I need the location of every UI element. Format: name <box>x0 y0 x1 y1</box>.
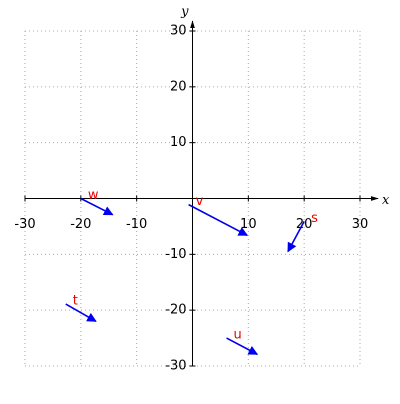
x-tick-label: -30 <box>14 217 35 232</box>
x-tick-label: -20 <box>70 217 91 232</box>
vector-label: w <box>88 188 99 203</box>
y-tick-label: 10 <box>170 135 187 150</box>
y-tick-label: 30 <box>170 24 187 39</box>
vector-label: s <box>311 211 318 226</box>
vector-arrow <box>80 197 114 216</box>
vector-arrow <box>287 221 305 253</box>
vector-label: u <box>234 328 242 343</box>
x-tick-label: 20 <box>296 217 313 232</box>
vector-label: v <box>196 194 204 209</box>
x-axis-label: x <box>382 193 390 208</box>
y-axis-label: y <box>180 5 189 20</box>
vector-label: t <box>73 294 78 309</box>
y-tick-label: -30 <box>165 359 186 374</box>
y-tick-label: 20 <box>170 79 187 94</box>
x-tick-label: 10 <box>240 217 257 232</box>
vector-arrow <box>226 337 259 355</box>
y-tick-label: -10 <box>165 247 186 262</box>
vector-arrow <box>188 203 249 237</box>
x-tick-label: -10 <box>126 217 147 232</box>
vector-arrow <box>65 303 97 323</box>
y-tick-label: -20 <box>165 303 186 318</box>
x-tick-label: 30 <box>352 217 369 232</box>
